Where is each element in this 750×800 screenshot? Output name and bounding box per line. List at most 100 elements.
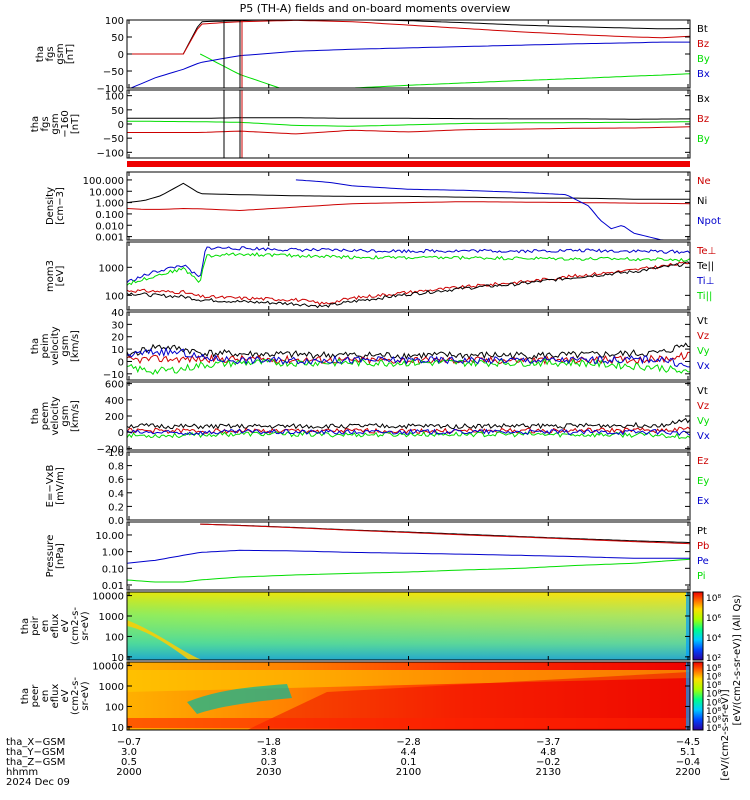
xaxis-value: −0.4 — [676, 757, 700, 768]
y-tick-label: 0.10 — [102, 564, 124, 575]
y-tick-label: 0.8 — [108, 462, 124, 473]
y-tick-label: 0.010 — [95, 221, 124, 232]
colorbar-tick: 10⁸ — [706, 707, 721, 717]
y-tick-label: 1000 — [99, 263, 124, 274]
legend-ni: Ni — [697, 196, 707, 207]
xaxis-value: 3.8 — [261, 747, 277, 758]
panel-frame — [126, 381, 691, 451]
y-axis-label: [km/s] — [70, 330, 81, 362]
legend-bx: Bx — [697, 94, 710, 105]
panel-10: 10000 1000 100 10 tha peer en eflux eV (cm2-s-sr-… — [20, 661, 691, 734]
y-tick-label: 10.00 — [95, 531, 124, 542]
y-tick-label: 10.000 — [89, 187, 124, 198]
xaxis-value: 2030 — [256, 767, 281, 778]
legend-te: Te|| — [696, 261, 714, 272]
legend-vz: Vz — [697, 331, 709, 342]
y-tick-label: −50 — [103, 67, 124, 78]
electron-band-low — [127, 718, 690, 728]
series-line-vz — [127, 426, 690, 435]
y-tick-label: 0.001 — [95, 233, 124, 244]
xaxis-value: 5.1 — [680, 747, 696, 758]
panel-frame — [126, 171, 691, 241]
y-axis-label: [km/s] — [70, 400, 81, 432]
y-axis-label: mom3 — [45, 260, 56, 292]
y-tick-label: 0.0 — [108, 516, 124, 527]
xaxis-value: −2.8 — [396, 737, 420, 748]
legend-bx: Bx — [697, 69, 710, 80]
y-tick-label: 0 — [118, 50, 124, 61]
y-tick-label: 1000 — [99, 682, 124, 693]
y-tick-label: 50 — [111, 33, 124, 44]
xaxis-row-label: tha_X−GSM — [6, 737, 65, 748]
y-axis-label: [cm−3] — [55, 187, 66, 225]
legend-bz: Bz — [697, 114, 709, 125]
y-tick-label: 40 — [111, 308, 124, 319]
panel-8: Pt Pb Pe Pi 10.00 1.00 0.10 0.01 Pressure [nPa] — [45, 521, 709, 592]
y-axis-label: velocity — [50, 396, 61, 435]
y-tick-label: 100 — [105, 632, 124, 643]
y-tick-label: 20 — [111, 333, 124, 344]
series-line-ne — [127, 201, 690, 212]
panel-3: Ne Ni Npot 100.00010.0001.0000.1000.0100.00… — [45, 171, 721, 244]
xaxis-row-label: 2024 Dec 09 — [6, 777, 70, 788]
edge-strip — [686, 592, 690, 660]
y-axis-label: tha — [30, 116, 41, 132]
y-axis-label: gsm — [60, 405, 71, 426]
y-tick-label: 10 — [111, 653, 124, 664]
legend-vy: Vy — [697, 346, 710, 357]
colorbar-tick: 10⁸ — [706, 715, 721, 725]
y-axis-label: Density — [45, 187, 56, 225]
y-axis-label: en — [40, 620, 51, 633]
y-axis-label: peer — [30, 684, 41, 708]
series-group — [127, 117, 690, 135]
series-group — [127, 246, 690, 309]
y-axis-label: eflux — [50, 614, 61, 639]
electron-band-red — [247, 672, 690, 730]
y-tick-label: 100 — [105, 92, 124, 103]
legend-by: By — [697, 134, 710, 145]
xaxis-value: −0.2 — [536, 757, 560, 768]
colorbar-tick: 10⁸ — [706, 681, 721, 691]
panel-frame — [126, 89, 691, 159]
legend-ne: Ne — [697, 176, 711, 187]
y-axis-label: velocity — [50, 326, 61, 365]
panel-1: Bt Bz By Bx 100 50 0 −50 −100 tha fgs gsm [nT] — [35, 16, 710, 95]
xaxis-value: −4.5 — [676, 737, 700, 748]
y-tick-label: 1000 — [99, 612, 124, 623]
y-tick-label: 1.000 — [95, 199, 124, 210]
series-line-bx — [127, 117, 690, 120]
y-axis-label: [nT] — [70, 114, 81, 134]
series-line-bz — [127, 20, 690, 55]
series-line-vy — [127, 431, 690, 440]
y-axis-label: E=−VxB — [45, 465, 56, 508]
legend-ti: Ti⊥ — [696, 276, 714, 287]
y-tick-label: 1.00 — [102, 548, 124, 559]
y-tick-label: 100 — [105, 291, 124, 302]
y-tick-label: 400 — [105, 396, 124, 407]
y-axis-label: (cm2-s- — [70, 607, 81, 645]
series-line-npot — [295, 179, 690, 240]
y-tick-label: 0.2 — [108, 502, 124, 513]
series-line-by — [199, 53, 690, 88]
y-tick-label: 200 — [105, 412, 124, 423]
legend-ez: Ez — [697, 456, 709, 467]
xaxis-row-label: hhmm — [6, 767, 38, 778]
legend-pi: Pi — [697, 571, 706, 582]
y-tick-label: 600 — [105, 380, 124, 391]
colorbar-tick: 10⁸ — [706, 673, 721, 683]
legend-vx: Vx — [697, 361, 710, 372]
xaxis-value: 0.5 — [121, 757, 137, 768]
colorbar-2 — [692, 661, 704, 731]
y-tick-label: 10000 — [92, 592, 124, 603]
y-axis-label: eflux — [50, 684, 61, 709]
xaxis-value: 0.3 — [261, 757, 277, 768]
panel-frame — [126, 451, 691, 521]
series-line-vx — [127, 428, 690, 437]
legend-bt: Bt — [697, 24, 708, 35]
y-tick-label: −100 — [97, 148, 124, 159]
legend-vy: Vy — [697, 416, 710, 427]
xaxis-value: −1.8 — [257, 737, 281, 748]
series-line-ti — [127, 246, 690, 284]
y-axis-label: −160 — [60, 110, 71, 137]
xaxis-row-label: tha_Z−GSM — [6, 757, 65, 768]
